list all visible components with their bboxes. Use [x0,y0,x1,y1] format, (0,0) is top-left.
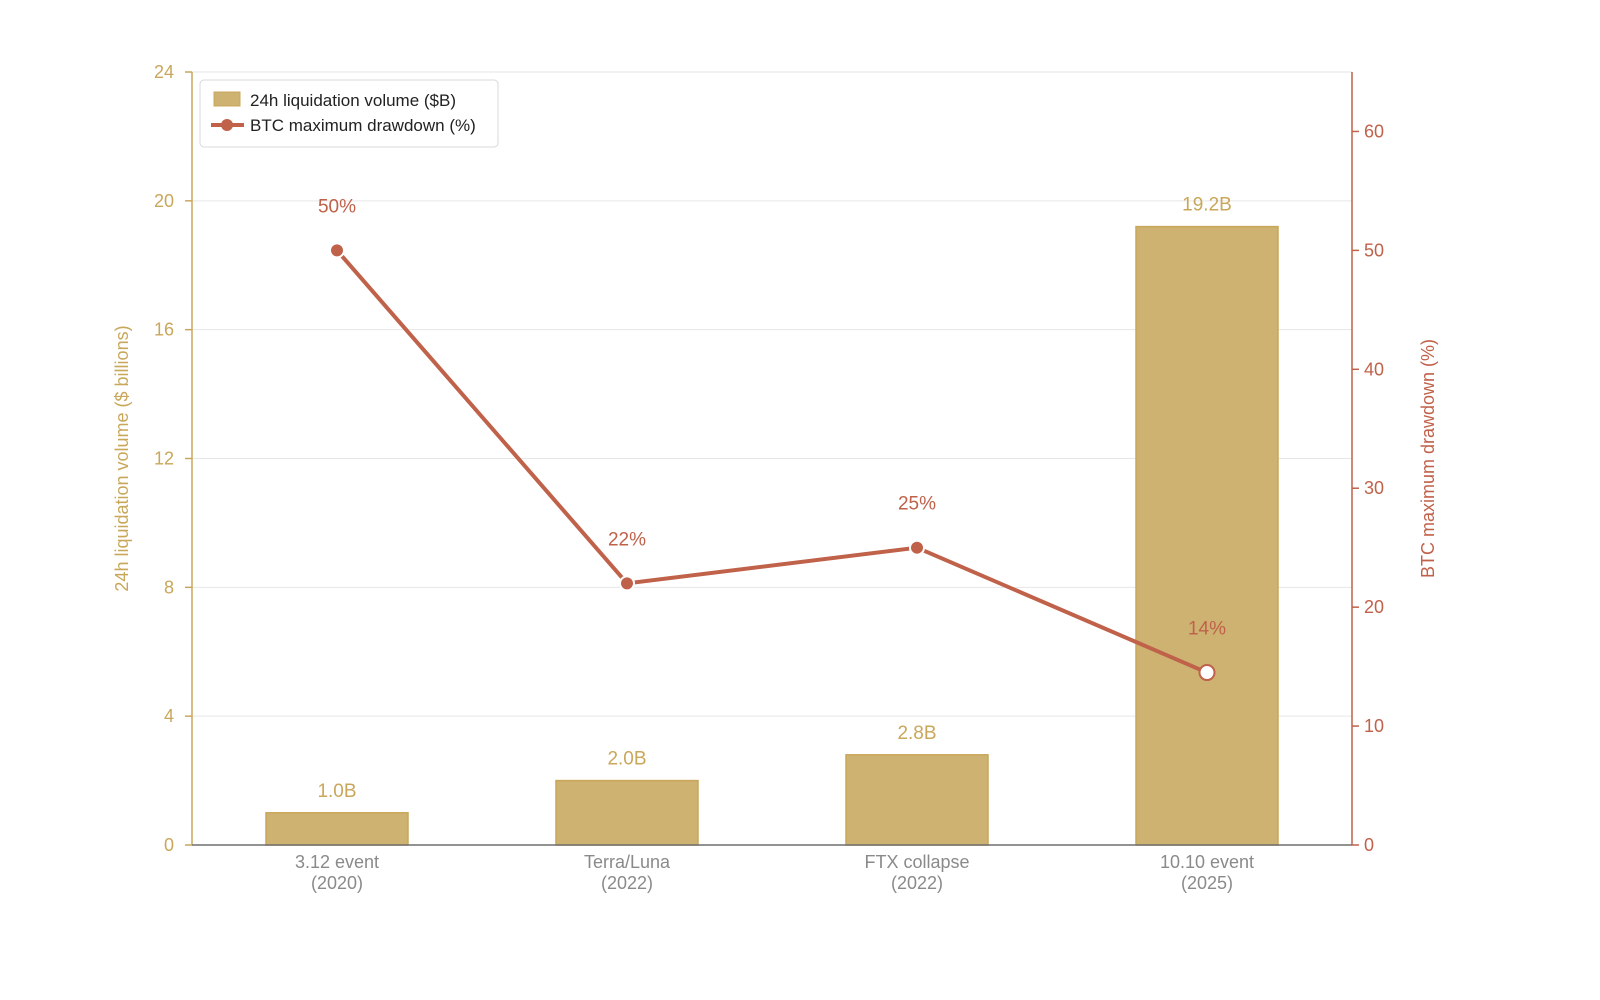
right-tick-label: 60 [1364,121,1384,141]
legend-bar-swatch [213,91,241,107]
right-tick-label: 10 [1364,716,1384,736]
axes: 0 4 8 12 16 20 24 0 10 20 30 40 50 60 3.12 event (2020)… [154,62,1384,893]
bar [555,779,699,846]
bar [845,754,989,846]
left-tick-label: 20 [154,191,174,211]
line-point [619,575,635,592]
right-tick-label: 30 [1364,478,1384,498]
line-value-label: 14% [1188,619,1226,640]
bar-value-label: 2.0B [607,749,646,770]
right-tick-label: 20 [1364,597,1384,617]
category-label: Terra/Luna (2022) [584,852,671,893]
bar-series [265,225,1279,846]
left-tick-label: 12 [154,449,174,469]
legend: 24h liquidation volume ($B) BTC maximum … [199,79,499,148]
category-label: 3.12 event (2020) [295,852,379,893]
right-tick-label: 50 [1364,240,1384,260]
category-label: FTX collapse (2022) [864,852,969,893]
left-tick-label: 8 [164,577,174,597]
line-value-label: 22% [608,529,646,550]
bar-value-label: 19.2B [1182,195,1232,216]
bar-value-label: 1.0B [317,781,356,802]
left-axis-title: 24h liquidation volume ($ billions) [112,325,132,591]
bar [1135,225,1279,846]
legend-line-marker [221,119,233,131]
line-point [909,539,925,556]
line-value-label: 25% [898,494,936,515]
left-tick-label: 24 [154,62,174,82]
bar [265,812,409,846]
data-labels: 1.0B 2.0B 2.8B 19.2B 50% 22% 25% 14% [317,195,1231,802]
line-point [1198,664,1216,682]
right-tick-label: 40 [1364,359,1384,379]
drawdown-line [335,248,1209,675]
line-series [329,242,1216,682]
legend-box [199,79,499,148]
line-value-label: 50% [318,196,356,217]
right-tick-label: 0 [1364,835,1374,855]
left-tick-label: 4 [164,706,174,726]
left-tick-label: 16 [154,320,174,340]
right-axis-title: BTC maximum drawdown (%) [1418,339,1438,578]
legend-line-label: BTC maximum drawdown (%) [250,116,476,135]
line-point [329,242,345,259]
left-tick-label: 0 [164,835,174,855]
category-label: 10.10 event (2025) [1160,852,1254,893]
legend-bar-label: 24h liquidation volume ($B) [250,91,456,110]
bar-value-label: 2.8B [897,723,936,744]
